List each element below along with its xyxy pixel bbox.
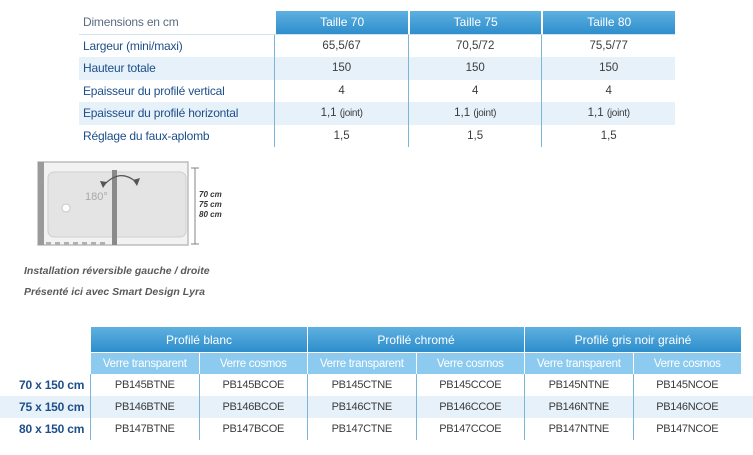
cell-value: 1,5 <box>407 124 542 147</box>
reference-code: PB146BCOE <box>198 396 308 418</box>
reference-code: PB146CTNE <box>307 396 416 418</box>
table-row: 80 x 150 cm PB147BTNE PB147BCOE PB147CTN… <box>0 418 753 440</box>
screen-frame <box>112 170 117 245</box>
references-table: Profilé blanc Profilé chromé Profilé gri… <box>0 327 753 440</box>
reference-code: PB147BCOE <box>198 418 308 440</box>
dimensions-header-label: Dimensions en cm <box>83 15 179 30</box>
row-label: Epaisseur du profilé horizontal <box>83 106 239 121</box>
cell-note: (joint) <box>606 107 630 119</box>
dimensions-table: Dimensions en cm Taille 70 Taille 75 Tai… <box>79 11 675 147</box>
reference-code: PB145NTNE <box>524 374 633 396</box>
wall <box>38 162 44 245</box>
table-row: Réglage du faux-aplomb 1,5 1,5 1,5 <box>79 124 675 147</box>
group-header-chrome: Profilé chromé <box>307 327 524 352</box>
group-header-gris: Profilé gris noir grainé <box>524 327 741 352</box>
table-row: 70 x 150 cm PB145BTNE PB145BCOE PB145CTN… <box>0 374 753 396</box>
subheader-cell: Verre transparent <box>307 352 416 374</box>
reference-code: PB145BCOE <box>198 374 308 396</box>
header-spacer <box>0 352 90 374</box>
reference-code: PB145BTNE <box>90 374 199 396</box>
cell-note: (joint) <box>473 107 497 119</box>
cell-value: 1,1 (joint) <box>541 102 675 125</box>
table-row: Largeur (mini/maxi) 65,5/67 70,5/72 75,5… <box>79 33 675 57</box>
reference-code: PB147CCOE <box>415 418 525 440</box>
dimensions-header-row: Dimensions en cm Taille 70 Taille 75 Tai… <box>79 11 675 34</box>
column-header-taille-75: Taille 75 <box>407 11 542 34</box>
cell-value: 150 <box>541 57 675 80</box>
size-label-80: 80 cm <box>199 210 222 219</box>
cell-value: 1,5 <box>541 124 675 147</box>
cell-value: 75,5/77 <box>541 34 675 57</box>
group-header-blanc: Profilé blanc <box>90 327 307 352</box>
row-label: Réglage du faux-aplomb <box>83 128 210 143</box>
drain-icon <box>61 203 71 213</box>
cell-value: 4 <box>274 79 408 102</box>
cell-value: 4 <box>407 79 542 102</box>
rotation-angle: 180° <box>85 191 108 203</box>
cell-value: 65,5/67 <box>274 34 408 57</box>
reference-code: PB146BTNE <box>90 396 199 418</box>
reference-code: PB147NTNE <box>524 418 633 440</box>
header-spacer <box>0 327 90 352</box>
subheader-cell: Verre cosmos <box>198 352 307 374</box>
row-label: Hauteur totale <box>83 61 156 76</box>
table-row: 75 x 150 cm PB146BTNE PB146BCOE PB146CTN… <box>0 396 753 418</box>
cell-value: 4 <box>541 79 675 102</box>
cell-note: (joint) <box>339 107 363 119</box>
cell-value: 150 <box>274 57 408 80</box>
arrowhead-right-icon <box>133 178 140 186</box>
size-label-70: 70 cm <box>199 190 222 199</box>
size-label: 80 x 150 cm <box>19 422 85 436</box>
arrowhead-left-icon <box>100 181 107 188</box>
size-label-75: 75 cm <box>199 200 222 209</box>
table-row: Epaisseur du profilé horizontal 1,1 (joi… <box>79 102 675 125</box>
subheader-cell: Verre transparent <box>524 352 633 374</box>
reference-code: PB146NTNE <box>524 396 633 418</box>
column-header-taille-70: Taille 70 <box>274 11 408 34</box>
size-label: 70 x 150 cm <box>19 378 85 392</box>
subheader-cell: Verre cosmos <box>632 352 741 374</box>
cell-number: 1,1 <box>587 107 604 120</box>
table-row: Epaisseur du profilé vertical 4 4 4 <box>79 79 675 102</box>
cell-value: 1,1 (joint) <box>407 102 542 125</box>
reference-code: PB147CTNE <box>307 418 416 440</box>
cell-value: 1,5 <box>274 124 408 147</box>
shower-screen-diagram: 180° 70 cm 75 cm 80 cm <box>37 161 222 246</box>
cell-value: 150 <box>407 57 542 80</box>
column-header-taille-80: Taille 80 <box>541 11 675 34</box>
subheader-cell: Verre cosmos <box>415 352 524 374</box>
caption-reversible: Installation réversible gauche / droite <box>24 265 210 277</box>
dashed-floor-line <box>46 242 105 245</box>
reference-code: PB146CCOE <box>415 396 525 418</box>
reference-code: PB145CTNE <box>307 374 416 396</box>
reference-code: PB147NCOE <box>632 418 742 440</box>
subheader-row: Verre transparent Verre cosmos Verre tra… <box>0 352 753 374</box>
row-label: Largeur (mini/maxi) <box>83 38 183 53</box>
size-label: 75 x 150 cm <box>19 400 85 414</box>
subheader-cell: Verre transparent <box>90 352 199 374</box>
cell-value: 1,1 (joint) <box>274 102 408 125</box>
caption-presented: Présenté ici avec Smart Design Lyra <box>24 286 205 298</box>
reference-code: PB145NCOE <box>632 374 742 396</box>
table-row: Hauteur totale 150 150 150 <box>79 57 675 80</box>
row-label: Epaisseur du profilé vertical <box>83 83 225 98</box>
reference-code: PB146NCOE <box>632 396 742 418</box>
reference-code: PB145CCOE <box>415 374 525 396</box>
reference-code: PB147BTNE <box>90 418 199 440</box>
group-header-row: Profilé blanc Profilé chromé Profilé gri… <box>0 327 753 352</box>
cell-value: 70,5/72 <box>407 34 542 57</box>
cell-number: 1,1 <box>454 107 471 120</box>
cell-number: 1,1 <box>320 107 337 120</box>
